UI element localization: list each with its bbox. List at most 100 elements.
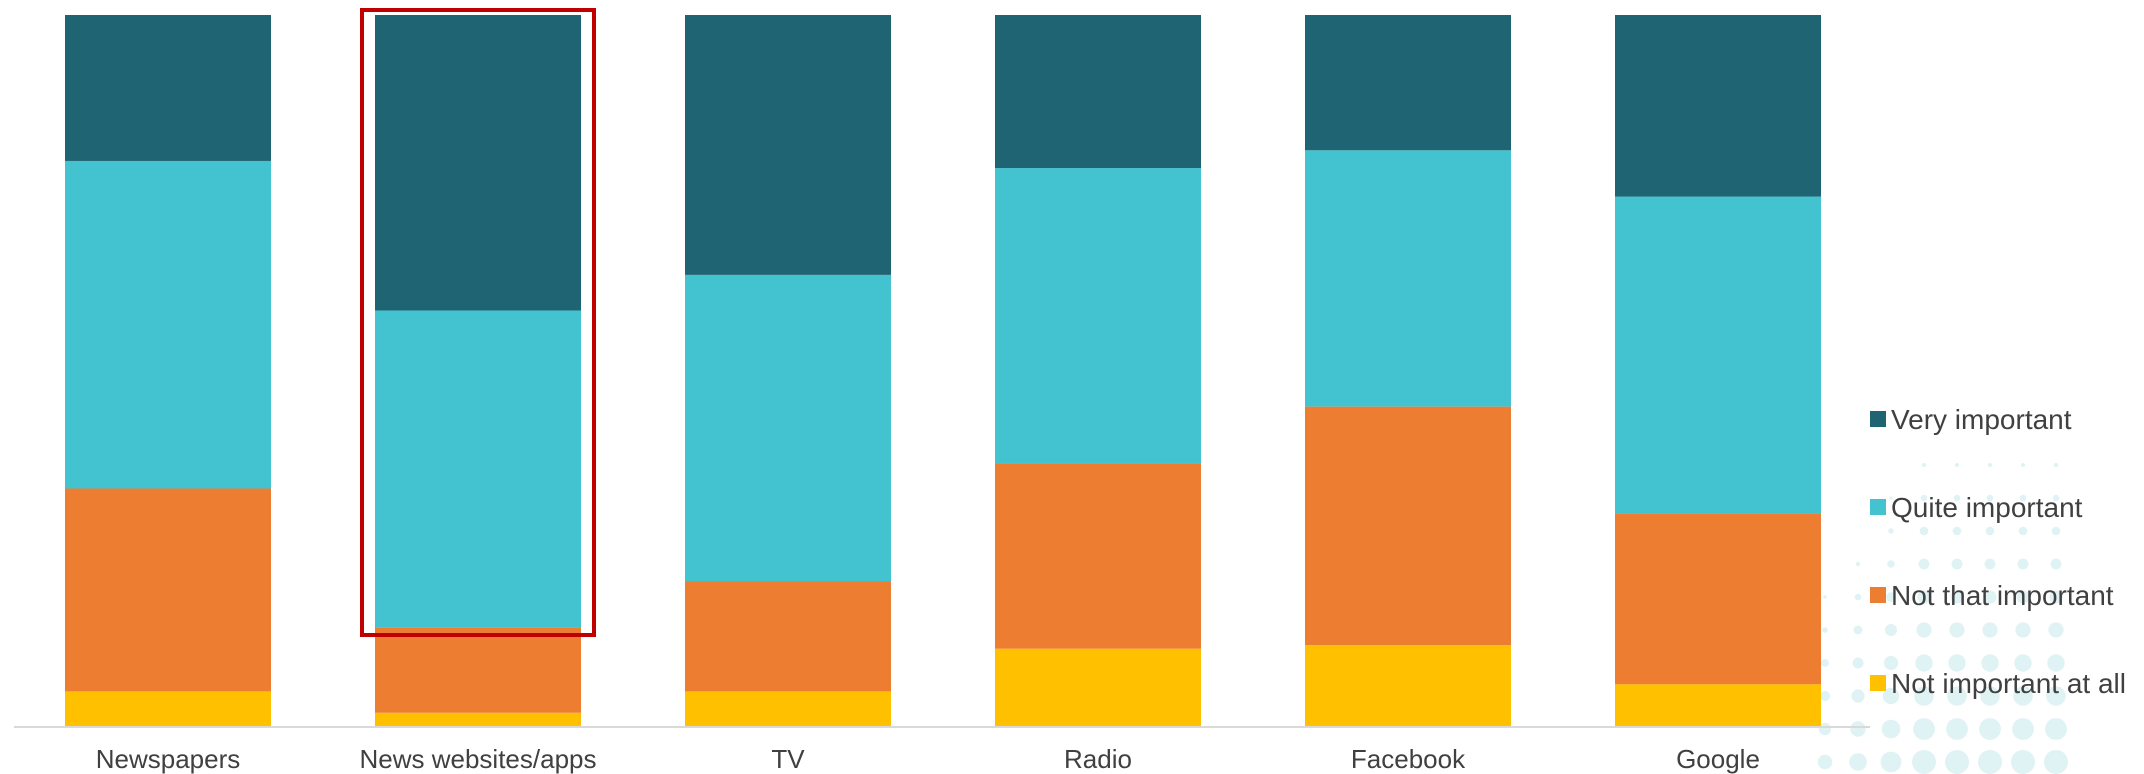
legend-swatch-very-important bbox=[1870, 411, 1886, 427]
x-tick-label: Facebook bbox=[1351, 744, 1466, 774]
decorative-dot bbox=[2046, 686, 2066, 706]
decorative-dot bbox=[1987, 462, 1993, 468]
decorative-dot bbox=[2011, 750, 2035, 774]
bar-segment-facebook-very-important bbox=[1305, 15, 1511, 151]
decorative-dot bbox=[1889, 496, 1893, 500]
bar-segment-facebook-not-important-at-all bbox=[1305, 645, 1511, 727]
decorative-dot bbox=[1983, 590, 1997, 604]
decorative-dot bbox=[1817, 754, 1833, 770]
decorative-dot bbox=[1981, 654, 1999, 672]
x-tick-label: Newspapers bbox=[96, 744, 241, 774]
decorative-dot bbox=[1820, 691, 1830, 701]
decorative-dot bbox=[1982, 622, 1998, 638]
bar-segment-tv-very-important bbox=[685, 15, 891, 275]
decorative-dot bbox=[2045, 718, 2067, 740]
bar-segment-radio-very-important bbox=[995, 15, 1201, 169]
bar-segment-news-websites-apps-not-that-important bbox=[375, 627, 581, 713]
decorative-dot bbox=[1849, 753, 1867, 771]
bar-segment-facebook-quite-important bbox=[1305, 150, 1511, 407]
decorative-dot bbox=[1913, 718, 1935, 740]
bar-segment-radio-not-important-at-all bbox=[995, 648, 1201, 727]
legend-swatch-quite-important bbox=[1870, 499, 1886, 515]
decorative-dot bbox=[1952, 526, 1962, 536]
decorative-dot bbox=[2047, 654, 2065, 672]
decorative-dot bbox=[2020, 462, 2026, 468]
legend-label-very-important: Very important bbox=[1891, 404, 2072, 435]
x-axis-labels: Newspapers News websites/apps TV Radio Faceb… bbox=[96, 744, 1760, 774]
bar-segment-radio-quite-important bbox=[995, 168, 1201, 464]
decorative-dot bbox=[2051, 526, 2061, 536]
decorative-dot bbox=[2018, 526, 2028, 536]
bar-segment-news-websites-apps-very-important bbox=[375, 15, 581, 311]
decorative-dot bbox=[1887, 560, 1895, 568]
legend: Very important Quite important Not that im… bbox=[1870, 404, 2126, 699]
decorative-dot bbox=[1951, 558, 1963, 570]
legend-swatch-not-important-at-all bbox=[1870, 675, 1886, 691]
decorative-dot bbox=[1953, 494, 1961, 502]
decorative-dot bbox=[1888, 528, 1894, 534]
decorative-dot bbox=[1980, 686, 2000, 706]
decorative-dot bbox=[1882, 687, 1900, 705]
bar-segment-google-quite-important bbox=[1615, 196, 1821, 514]
bar-segment-news-websites-apps-not-important-at-all bbox=[375, 712, 581, 727]
decorative-dot bbox=[1883, 655, 1899, 671]
decorative-dot bbox=[1851, 689, 1865, 703]
decorative-dot bbox=[2044, 750, 2068, 774]
decorative-dot bbox=[1986, 494, 1994, 502]
decorative-dot bbox=[1949, 622, 1965, 638]
decorative-dot bbox=[2014, 654, 2032, 672]
bars-group bbox=[65, 15, 1821, 727]
decorative-dot bbox=[1950, 590, 1964, 604]
decorative-dot bbox=[1854, 593, 1862, 601]
decorative-dot bbox=[1822, 627, 1828, 633]
bar-segment-newspapers-not-important-at-all bbox=[65, 691, 271, 727]
decorative-dot bbox=[2053, 462, 2059, 468]
decorative-dot bbox=[1880, 751, 1902, 773]
decorative-dot bbox=[1853, 625, 1863, 635]
decorative-dot bbox=[2015, 622, 2031, 638]
decorative-dot bbox=[1946, 718, 1968, 740]
decorative-dot bbox=[1850, 721, 1866, 737]
decorative-dot bbox=[1855, 561, 1861, 567]
highlight-box bbox=[360, 8, 596, 637]
decorative-dot bbox=[1984, 558, 1996, 570]
decorative-dot bbox=[1919, 526, 1929, 536]
decorative-dot bbox=[2049, 590, 2063, 604]
decorative-dot bbox=[1948, 654, 1966, 672]
decorative-dot bbox=[2050, 558, 2062, 570]
decorative-dot bbox=[1978, 750, 2002, 774]
decorative-dot bbox=[1979, 718, 2001, 740]
decorative-dot bbox=[1945, 750, 1969, 774]
decorative-dot bbox=[1912, 750, 1936, 774]
decorative-dot bbox=[1852, 657, 1864, 669]
legend-label-not-important-at-all: Not important at all bbox=[1891, 668, 2126, 699]
bar-segment-tv-quite-important bbox=[685, 274, 891, 582]
legend-label-not-that-important: Not that important bbox=[1891, 580, 2114, 611]
decorative-dot bbox=[1920, 494, 1928, 502]
decorative-dot bbox=[2017, 558, 2029, 570]
bar-segment-tv-not-important-at-all bbox=[685, 691, 891, 727]
decorative-dot bbox=[1818, 722, 1832, 736]
x-tick-label: Google bbox=[1676, 744, 1760, 774]
bar-segment-newspapers-very-important bbox=[65, 15, 271, 161]
decorative-dot bbox=[1918, 558, 1930, 570]
legend-label-quite-important: Quite important bbox=[1891, 492, 2083, 523]
decorative-dot bbox=[1881, 719, 1901, 739]
bar-segment-facebook-not-that-important bbox=[1305, 406, 1511, 646]
decorative-dot bbox=[2019, 494, 2027, 502]
decorative-dot bbox=[1823, 595, 1827, 599]
x-tick-label: Radio bbox=[1064, 744, 1132, 774]
decorative-dot bbox=[1885, 624, 1897, 636]
decorative-dot bbox=[1915, 654, 1933, 672]
decorative-dot bbox=[1985, 526, 1995, 536]
decorative-dot bbox=[1947, 686, 1967, 706]
decorative-dot bbox=[2052, 494, 2060, 502]
decorative-dot bbox=[1921, 462, 1927, 468]
legend-swatch-not-that-important bbox=[1870, 587, 1886, 603]
x-tick-label: News websites/apps bbox=[360, 744, 597, 774]
decorative-dot bbox=[1917, 590, 1931, 604]
decorative-dot bbox=[2048, 622, 2064, 638]
bar-segment-tv-not-that-important bbox=[685, 581, 891, 692]
bar-segment-google-not-that-important bbox=[1615, 513, 1821, 685]
